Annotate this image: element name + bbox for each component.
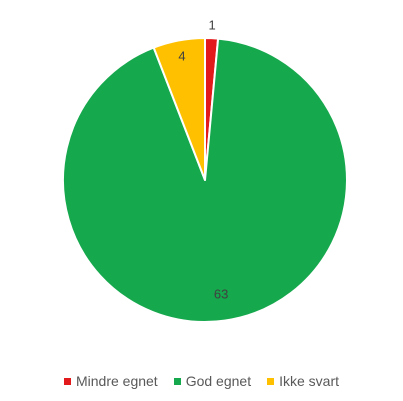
legend-item-mindre-egnet: Mindre egnet <box>63 373 158 389</box>
data-label-ikke-svart: 4 <box>178 49 185 64</box>
pie-slice-ikke-svart <box>152 37 206 181</box>
legend-swatch-mindre-egnet <box>63 377 71 385</box>
pie-slices <box>62 37 348 324</box>
chart-legend: Mindre egnet God egnet Ikke svart <box>0 373 403 389</box>
legend-swatch-ikke-svart <box>267 377 275 385</box>
legend-item-ikke-svart: Ikke svart <box>267 373 339 389</box>
legend-swatch-god-egnet <box>173 377 181 385</box>
legend-item-god-egnet: God egnet <box>173 373 252 389</box>
legend-label-god-egnet: God egnet <box>185 373 252 389</box>
data-label-god-egnet: 63 <box>214 287 228 302</box>
legend-label-ikke-svart: Ikke svart <box>279 373 339 389</box>
legend-label-mindre-egnet: Mindre egnet <box>75 373 158 389</box>
data-label-mindre-egnet: 1 <box>208 18 215 33</box>
